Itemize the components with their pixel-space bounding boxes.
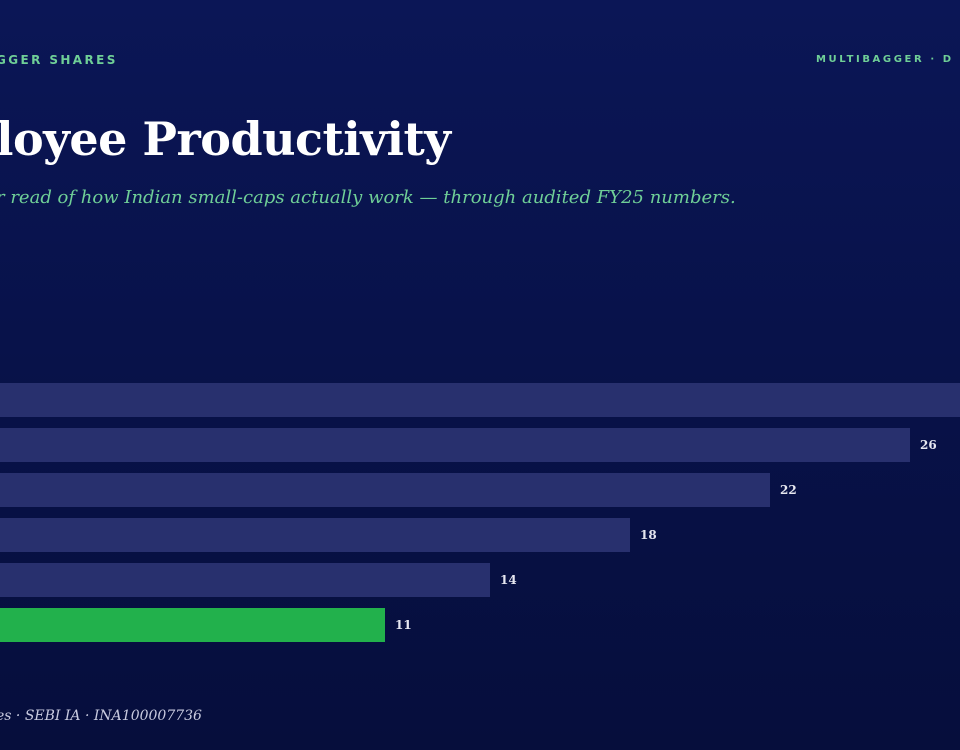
bar-0 xyxy=(0,383,960,417)
bar-value-label-2: 22 xyxy=(780,483,797,497)
brand-label: GGER SHARES xyxy=(0,53,118,67)
bar-value-label-4: 14 xyxy=(500,573,517,587)
bar-value-label-3: 18 xyxy=(640,528,657,542)
bar-4 xyxy=(0,563,490,597)
brand-tag: MULTIBAGGER · D xyxy=(816,54,954,65)
page-subtitle: r read of how Indian small-caps actually… xyxy=(0,187,736,208)
bar-2 xyxy=(0,473,770,507)
bar-chart: 26 22 18 14 11 xyxy=(0,383,960,642)
bar-5 xyxy=(0,608,385,642)
bar-value-label-5: 11 xyxy=(395,618,412,632)
bar-value-label-1: 26 xyxy=(920,438,937,452)
bar-1 xyxy=(0,428,910,462)
footer-note: es · SEBI IA · INA100007736 xyxy=(0,708,202,724)
bar-3 xyxy=(0,518,630,552)
page-title: loyee Productivity xyxy=(0,112,451,166)
